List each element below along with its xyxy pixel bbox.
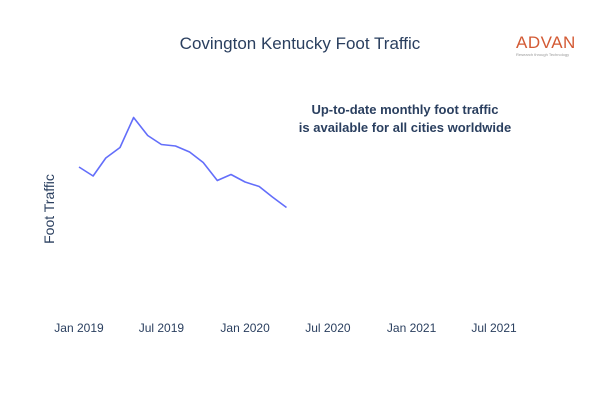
data-point xyxy=(118,146,122,150)
data-point xyxy=(270,195,274,199)
data-point xyxy=(159,143,163,147)
data-point xyxy=(132,116,136,120)
series-layer xyxy=(77,116,289,210)
logo-wordmark: ADVAN xyxy=(516,33,576,52)
data-point xyxy=(146,134,150,138)
data-point xyxy=(91,174,95,178)
data-point xyxy=(285,206,289,210)
annotation-line-2: is available for all cities worldwide xyxy=(298,120,512,135)
data-point xyxy=(104,156,108,160)
advan-logo: ADVAN Research through Technology xyxy=(516,34,586,57)
data-point xyxy=(201,161,205,165)
data-point xyxy=(215,179,219,183)
data-point xyxy=(257,185,261,189)
x-tick-label: Jul 2019 xyxy=(139,321,185,335)
chart-title: Covington Kentucky Foot Traffic xyxy=(179,34,421,53)
x-tick-label: Jul 2021 xyxy=(471,321,517,335)
chart-annotation: Up-to-date monthly foot traffic is avail… xyxy=(260,101,550,137)
x-tick-label: Jan 2019 xyxy=(54,321,104,335)
data-point xyxy=(229,173,233,177)
data-point xyxy=(188,150,192,154)
annotation-line-1: Up-to-date monthly foot traffic xyxy=(311,102,499,117)
x-tick-layer: Jan 2019 Jul 2019 Jan 2020 Jul 2020 Jan 2021… xyxy=(54,321,517,335)
data-point xyxy=(174,144,178,148)
x-tick-label: Jan 2020 xyxy=(220,321,270,335)
x-tick-label: Jan 2021 xyxy=(387,321,437,335)
data-point xyxy=(77,165,81,169)
series-line xyxy=(78,116,287,209)
data-point xyxy=(243,180,247,184)
x-tick-label: Jul 2020 xyxy=(305,321,351,335)
logo-tagline: Research through Technology xyxy=(516,52,570,57)
